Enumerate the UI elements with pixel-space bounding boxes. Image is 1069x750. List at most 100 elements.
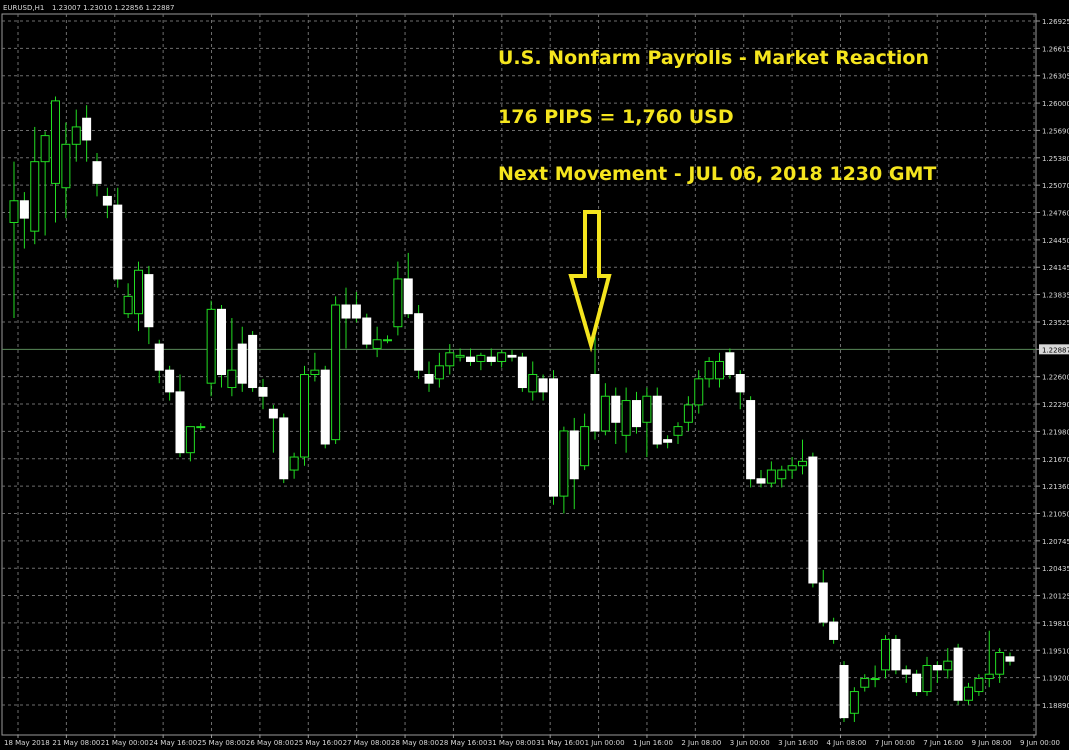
candle [808,452,818,588]
candle-body-bull [123,295,133,315]
candle-body-bear [279,417,289,480]
candle-body-bear [1005,656,1015,662]
candle [974,674,984,696]
x-tick-label: 4 Jun 08:00 [826,739,866,747]
candle [829,617,839,644]
y-tick-label: 1.22290 [1042,401,1069,409]
x-tick-label: 18 May 2018 [4,739,50,747]
candle-body-bear [258,387,268,397]
candle-body-bull [559,430,569,497]
candle-body-bull [974,678,984,693]
candle-body-bear [486,356,496,362]
y-tick-label: 1.23525 [1042,319,1069,327]
y-tick-label: 1.20435 [1042,565,1069,573]
candle [683,396,693,431]
candle [901,665,911,683]
candle [476,352,486,371]
candle-body-bull [289,456,299,471]
x-tick-label: 31 May 16:00 [536,739,584,747]
candle [580,413,590,471]
y-tick-label: 1.25070 [1042,182,1069,190]
x-tick-label: 2 Jun 08:00 [681,739,721,747]
x-tick-label: 21 May 08:00 [52,739,100,747]
candle-body-bull [445,352,455,367]
candle [372,326,382,358]
candle-body-bull [642,395,652,423]
candle [30,126,40,245]
candle [102,187,112,219]
candle-body-bear [808,456,818,584]
candle [559,426,569,514]
candle-body-bull [476,354,486,362]
y-tick-label: 1.26000 [1042,100,1069,108]
candle-body-bear [248,334,258,389]
candle-body-bull [206,308,216,384]
candle [434,352,444,388]
candle [320,365,330,449]
y-tick-label: 1.19200 [1042,675,1069,683]
y-tick-label: 1.24145 [1042,264,1069,272]
candle-body-bear [632,400,641,428]
y-tick-label: 1.21360 [1042,483,1069,491]
candle [486,348,496,366]
candle [777,465,787,488]
candle-body-bear [538,378,548,393]
candle-body-bull [870,678,880,681]
candle-body-bear [414,313,424,371]
candle-body-bull [134,269,143,315]
candle-body-bear [154,343,164,371]
candle [497,350,507,368]
x-tick-label: 26 May 08:00 [246,739,294,747]
candle-body-bear [912,673,922,693]
candle [217,305,226,388]
candle [92,152,102,197]
candle [113,187,123,288]
candle-body-bull [943,660,953,671]
y-tick-label: 1.24760 [1042,210,1069,218]
candle-body-bear [663,439,673,443]
candle-body-bull [964,686,973,701]
candle [787,457,797,479]
candle [590,331,600,440]
candle-body-bull [9,200,19,223]
candle-body-bear [466,356,475,362]
candle [600,383,610,436]
candle-body-bear [320,369,330,445]
candle [362,313,372,349]
candle-body-bear [756,478,766,484]
candle-body-bull [600,395,610,432]
candle [1005,652,1015,666]
candle [891,635,901,675]
chart-header: EURUSD,H1 [3,4,44,12]
down-arrow-icon [568,210,612,353]
candle [424,361,434,392]
y-tick-label: 1.26925 [1042,18,1069,26]
candle [725,348,735,379]
candle-body-bull [995,651,1005,675]
candle-body-bull [331,304,341,441]
x-tick-label: 25 May 08:00 [198,739,246,747]
candle [154,339,164,384]
x-tick-label: 3 Jun 00:00 [730,739,770,747]
y-tick-label: 1.21050 [1042,510,1069,518]
candle [175,374,185,458]
candle-body-bull [51,100,60,184]
candle-body-bear [549,378,558,497]
candle [279,413,289,484]
candle-body-bull [984,673,994,680]
candle [351,291,361,323]
y-tick-label: 1.18890 [1042,702,1069,710]
candle [341,287,351,349]
candle [268,404,278,453]
candle-body-bull [715,360,724,380]
x-tick-label: 28 May 16:00 [439,739,487,747]
candle-body-bull [849,691,859,714]
candle-body-bear [746,400,756,480]
candle-body-bull [71,126,81,145]
y-tick-label: 1.23835 [1042,292,1069,300]
candle-body-bull [434,365,444,380]
candle [165,365,175,401]
candle [134,261,143,332]
candle [414,305,424,379]
